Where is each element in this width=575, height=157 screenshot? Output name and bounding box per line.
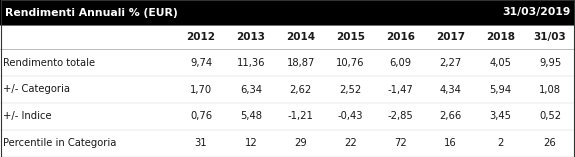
Text: -2,85: -2,85 <box>388 111 413 122</box>
Text: 2015: 2015 <box>336 32 365 42</box>
Text: 1,70: 1,70 <box>190 84 212 95</box>
Text: 31/03/2019: 31/03/2019 <box>502 8 570 17</box>
Text: 4,05: 4,05 <box>489 57 511 68</box>
Text: 31: 31 <box>195 138 207 149</box>
Text: 3,45: 3,45 <box>489 111 511 122</box>
Text: 2,62: 2,62 <box>290 84 312 95</box>
Text: 11,36: 11,36 <box>236 57 265 68</box>
Text: -1,21: -1,21 <box>288 111 313 122</box>
Text: 2,52: 2,52 <box>339 84 362 95</box>
Text: 2013: 2013 <box>236 32 265 42</box>
Text: 2014: 2014 <box>286 32 315 42</box>
Text: -1,47: -1,47 <box>388 84 413 95</box>
Text: +/- Categoria: +/- Categoria <box>3 84 70 95</box>
Text: 0,76: 0,76 <box>190 111 212 122</box>
Text: 2,66: 2,66 <box>439 111 462 122</box>
Text: 12: 12 <box>244 138 257 149</box>
Text: 6,09: 6,09 <box>389 57 412 68</box>
Text: 18,87: 18,87 <box>286 57 315 68</box>
Text: 9,74: 9,74 <box>190 57 212 68</box>
Text: 1,08: 1,08 <box>539 84 561 95</box>
Text: 72: 72 <box>394 138 407 149</box>
Text: 2018: 2018 <box>486 32 515 42</box>
Text: 2: 2 <box>497 138 503 149</box>
Text: 4,34: 4,34 <box>439 84 461 95</box>
Text: 6,34: 6,34 <box>240 84 262 95</box>
Text: 2017: 2017 <box>436 32 465 42</box>
Text: 2,27: 2,27 <box>439 57 462 68</box>
Text: Rendimenti Annuali % (EUR): Rendimenti Annuali % (EUR) <box>5 8 177 17</box>
Text: 9,95: 9,95 <box>539 57 561 68</box>
Text: 0,52: 0,52 <box>539 111 561 122</box>
Text: 2016: 2016 <box>386 32 415 42</box>
Text: Percentile in Categoria: Percentile in Categoria <box>3 138 116 149</box>
Text: 22: 22 <box>344 138 357 149</box>
Text: 5,48: 5,48 <box>240 111 262 122</box>
Text: 29: 29 <box>294 138 307 149</box>
Text: 31/03: 31/03 <box>534 32 566 42</box>
Text: Rendimento totale: Rendimento totale <box>3 57 95 68</box>
Text: 26: 26 <box>544 138 557 149</box>
Text: 16: 16 <box>444 138 457 149</box>
Text: 2012: 2012 <box>186 32 216 42</box>
Text: 10,76: 10,76 <box>336 57 365 68</box>
Text: +/- Indice: +/- Indice <box>3 111 52 122</box>
Text: 5,94: 5,94 <box>489 84 511 95</box>
Text: -0,43: -0,43 <box>338 111 363 122</box>
